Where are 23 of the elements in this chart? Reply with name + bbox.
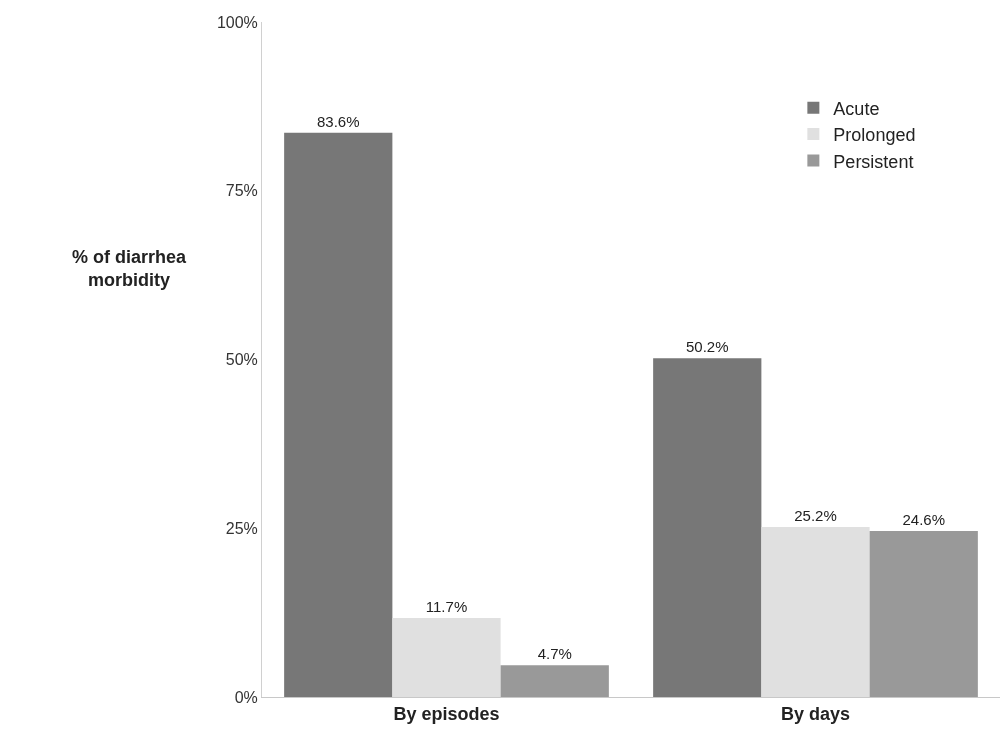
legend-label: Persistent [833, 151, 914, 172]
data-label: 11.7% [425, 598, 468, 616]
y-tick-label: 50% [225, 351, 258, 369]
y-tick-label: 100% [216, 13, 258, 31]
bar [392, 618, 501, 697]
bar [869, 530, 978, 697]
y-tick-label: 0% [234, 688, 258, 706]
bar [500, 665, 609, 697]
legend-label: Prolonged [833, 125, 916, 146]
bar [761, 526, 870, 697]
y-tick-label: 75% [225, 182, 258, 200]
y-tick-label: 25% [225, 519, 258, 537]
x-tick-label: By days [780, 703, 851, 724]
bar [653, 358, 762, 697]
legend-label: Acute [833, 98, 880, 119]
data-label: 24.6% [902, 510, 946, 528]
x-tick-label: By episodes [393, 703, 500, 724]
data-label: 50.2% [685, 338, 729, 356]
data-label: 25.2% [794, 506, 837, 524]
bar [284, 132, 393, 697]
data-label: 83.6% [316, 112, 360, 130]
data-label: 4.7% [537, 645, 572, 663]
y-axis-title: % of diarrhea morbidity [72, 247, 188, 291]
